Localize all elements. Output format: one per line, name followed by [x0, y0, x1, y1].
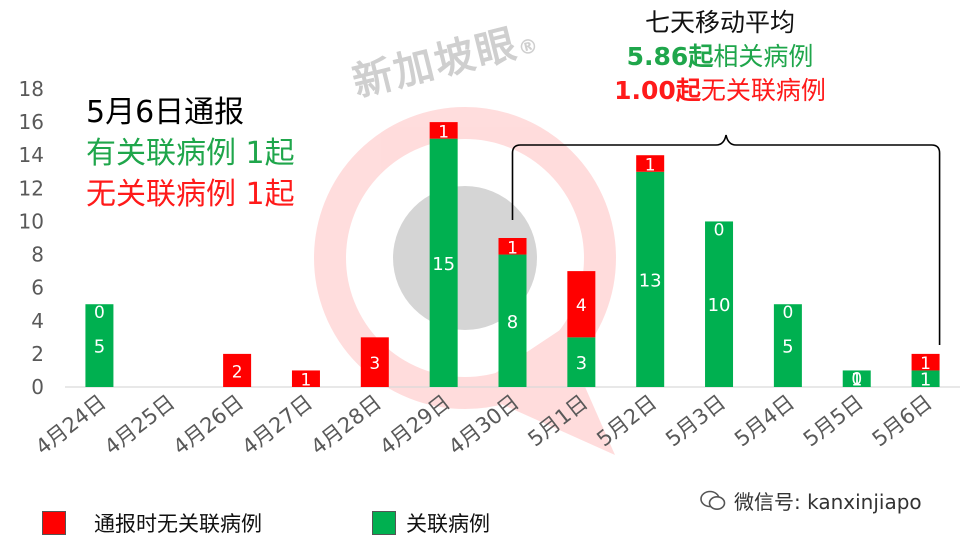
data-label-linked: 3 [576, 353, 587, 374]
y-tick-label: 8 [31, 243, 44, 267]
avg-unlinked-label: 无关联病例 [700, 76, 826, 105]
y-tick-label: 2 [31, 342, 44, 366]
data-label-unlinked: 0 [94, 303, 105, 323]
data-label-unlinked: 3 [369, 354, 380, 374]
bar-unlinked [567, 271, 596, 338]
y-tick-label: 0 [31, 375, 44, 399]
y-tick-label: 18 [19, 77, 44, 101]
wechat-icon [700, 490, 726, 510]
bar-linked [567, 337, 596, 387]
x-tick-label: 4月25日 [100, 390, 179, 459]
data-label-unlinked: 1 [301, 371, 312, 391]
x-tick-label: 5月5日 [799, 390, 868, 451]
avg-unlinked-value: 1.00起 [614, 76, 701, 105]
x-tick-label: 4月26日 [169, 390, 248, 459]
data-label-unlinked: 0 [714, 220, 725, 240]
data-label-unlinked: 1 [438, 122, 449, 142]
bar-linked [498, 254, 527, 387]
bar-linked [85, 304, 114, 387]
x-tick-label: 5月2日 [592, 390, 661, 451]
notice-linked-line: 有关联病例 1起 [86, 136, 295, 171]
watermark-logo [314, 107, 616, 455]
data-label-unlinked: 1 [507, 238, 518, 258]
moving-average-bracket [511, 134, 941, 345]
data-label-unlinked: 1 [645, 156, 656, 176]
avg-unlinked-line: 1.00起无关联病例 [560, 74, 880, 108]
legend-label-unlinked: 通报时无关联病例 [94, 512, 262, 536]
wechat-label: 微信号: kanxinjiapo [734, 490, 922, 514]
bar-linked [636, 171, 665, 387]
data-label-unlinked: 0 [782, 303, 793, 323]
wechat-id: 微信号: kanxinjiapo [700, 486, 922, 515]
bar-unlinked [429, 122, 458, 139]
data-label-unlinked: 4 [576, 296, 587, 316]
data-label-linked: 13 [639, 270, 662, 291]
x-tick-label: 5月3日 [661, 390, 730, 451]
avg-linked-value: 5.86起 [626, 42, 714, 71]
x-tick-label: 4月27日 [238, 390, 317, 459]
y-tick-label: 4 [31, 309, 44, 333]
x-tick-label: 5月4日 [730, 390, 799, 451]
avg-title: 七天移动平均 [644, 8, 795, 37]
bar-unlinked [498, 238, 527, 255]
notice-unlinked-line: 无关联病例 1起 [86, 177, 295, 212]
watermark-ring [314, 107, 616, 409]
bar-linked [842, 370, 871, 387]
data-label-linked: 10 [708, 295, 731, 316]
data-label-unlinked: 1 [920, 354, 931, 374]
seven-day-average: 七天移动平均 5.86起相关病例 1.00起无关联病例 [560, 6, 880, 108]
avg-linked-line: 5.86起相关病例 [560, 40, 880, 74]
data-label-linked: 5 [782, 337, 793, 358]
data-label-linked: 15 [432, 254, 455, 275]
bar-linked [773, 304, 802, 387]
y-tick-label: 10 [19, 209, 44, 233]
bar-unlinked [223, 353, 252, 387]
y-tick-label: 14 [19, 143, 44, 167]
legend-swatch-unlinked [42, 511, 66, 535]
bar-linked [705, 221, 734, 387]
data-label-linked: 1 [851, 370, 862, 391]
legend-item-unlinked: 通报时无关联病例 [42, 508, 262, 538]
bar-unlinked [360, 337, 389, 387]
avg-linked-label: 相关病例 [713, 42, 814, 71]
y-tick-label: 16 [19, 110, 44, 134]
data-label-linked: 1 [920, 370, 931, 391]
bars-layer [85, 122, 940, 387]
bar-unlinked [636, 155, 665, 172]
data-label-unlinked: 2 [232, 362, 243, 382]
data-label-unlinked: 0 [851, 369, 862, 389]
y-tick-label: 6 [31, 276, 44, 300]
watermark-pointer [470, 330, 615, 455]
x-tick-label: 5月6日 [868, 390, 937, 451]
bar-linked [429, 138, 458, 387]
data-label-linked: 8 [507, 312, 518, 333]
bar-linked [911, 370, 940, 387]
x-tick-label: 4月28日 [306, 390, 385, 459]
notice-title: 5月6日通报 [86, 95, 245, 130]
legend-label-linked: 关联病例 [406, 512, 490, 536]
daily-notice: 5月6日通报 有关联病例 1起 无关联病例 1起 [86, 92, 295, 215]
bar-unlinked [911, 353, 940, 371]
legend-item-linked: 关联病例 [372, 508, 490, 538]
x-tick-label: 4月24日 [31, 390, 110, 459]
legend-swatch-linked [372, 511, 396, 535]
bar-unlinked [291, 370, 320, 387]
y-tick-label: 12 [19, 176, 44, 200]
data-label-linked: 5 [94, 337, 105, 358]
